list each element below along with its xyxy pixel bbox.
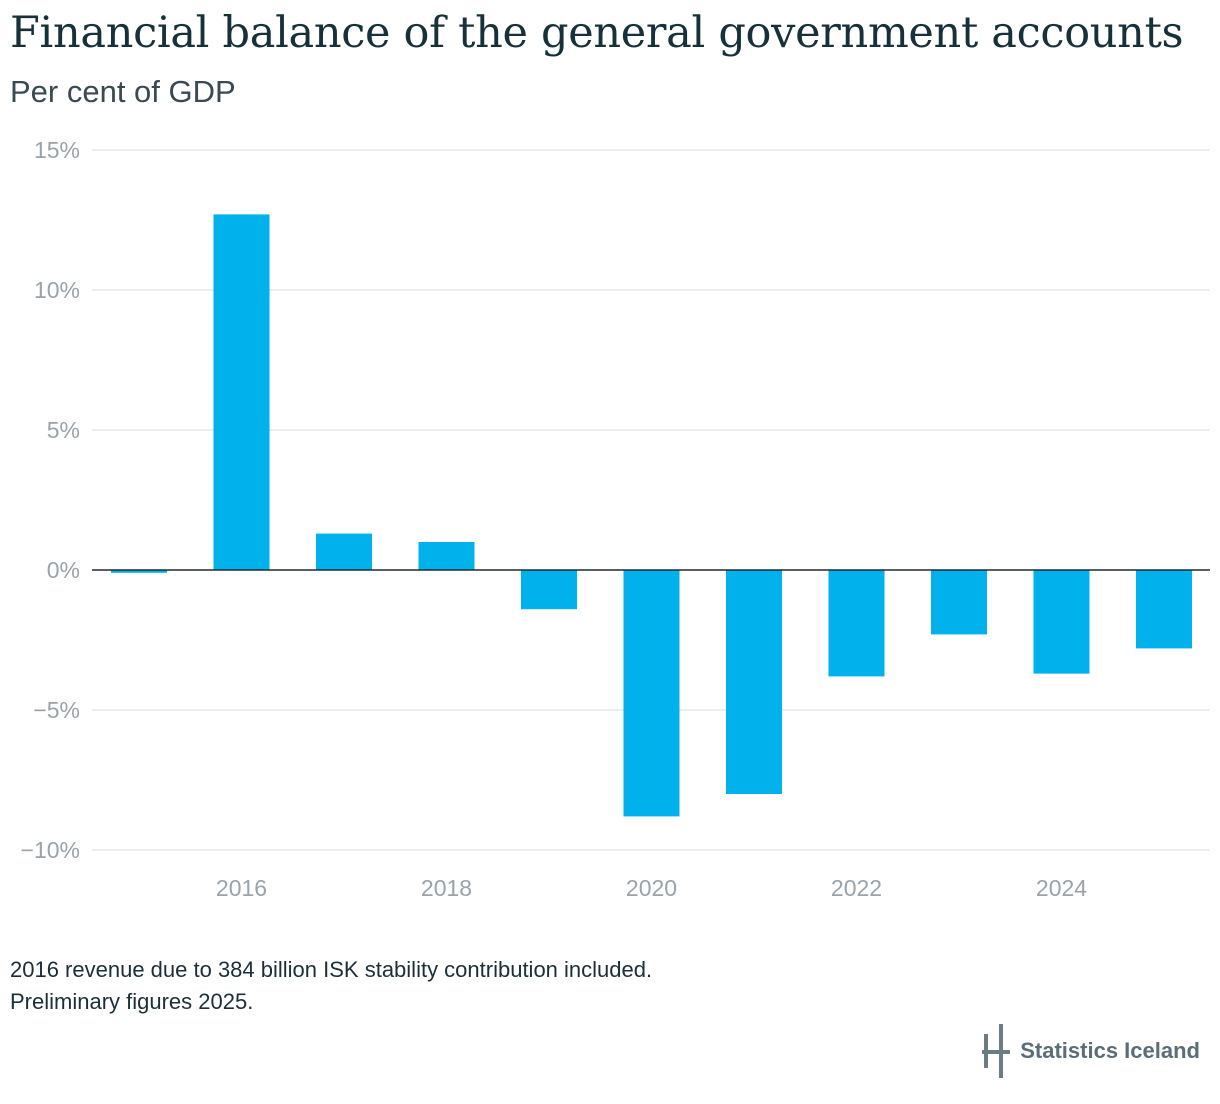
bar-2018 <box>418 542 475 570</box>
chart-title: Financial balance of the general governm… <box>10 8 1184 58</box>
bar-2020 <box>623 570 680 817</box>
x-tick-label: 2018 <box>421 875 472 901</box>
brand-logo: Statistics Iceland <box>982 1024 1200 1078</box>
note-line-1: 2016 revenue due to 384 billion ISK stab… <box>10 957 653 982</box>
bar-2015 <box>111 570 167 573</box>
x-tick-label: 2016 <box>216 875 267 901</box>
chart-notes: 2016 revenue due to 384 billion ISK stab… <box>10 954 652 1018</box>
bar-chart: 15% 10% 5% 0% −5% −10% 2016 2018 2020 2022 2024 <box>21 137 1210 901</box>
bar-2021 <box>726 570 782 794</box>
bar-2016 <box>213 214 270 570</box>
x-tick-label: 2022 <box>831 875 882 901</box>
y-tick-label: −10% <box>21 837 80 863</box>
bar-2017 <box>316 533 372 570</box>
x-tick-label: 2024 <box>1036 875 1087 901</box>
y-tick-label: −5% <box>33 697 80 723</box>
note-line-2: Preliminary figures 2025. <box>10 989 254 1014</box>
y-tick-label: 15% <box>34 137 80 163</box>
bar-2024 <box>1033 570 1090 674</box>
bar-2019 <box>521 570 577 610</box>
y-tick-label: 10% <box>34 277 80 303</box>
y-tick-label: 0% <box>47 557 80 583</box>
x-tick-label: 2020 <box>626 875 677 901</box>
y-tick-label: 5% <box>47 417 80 443</box>
bar-2025 <box>1136 570 1192 649</box>
bar-2022 <box>828 570 885 677</box>
brand-name: Statistics Iceland <box>1020 1038 1200 1063</box>
chart-subtitle: Per cent of GDP <box>10 74 236 109</box>
bar-2023 <box>931 570 987 635</box>
statistics-iceland-logo-icon <box>982 1024 1011 1078</box>
